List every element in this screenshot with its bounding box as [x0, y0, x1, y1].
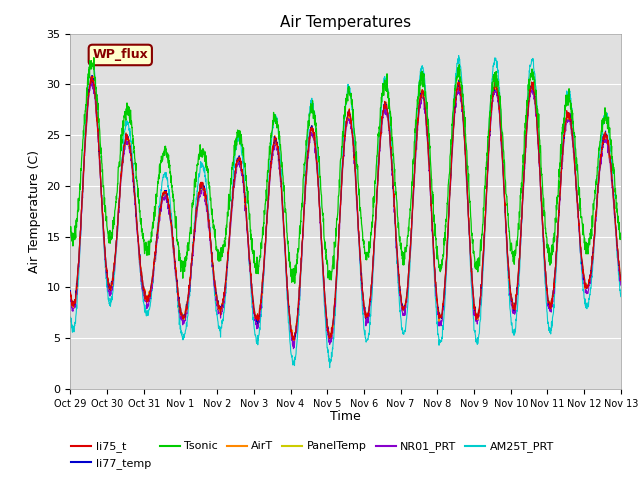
X-axis label: Time: Time — [330, 410, 361, 423]
Legend: li75_t, li77_temp, Tsonic, AirT, PanelTemp, NR01_PRT, AM25T_PRT: li75_t, li77_temp, Tsonic, AirT, PanelTe… — [67, 437, 558, 473]
Title: Air Temperatures: Air Temperatures — [280, 15, 411, 30]
Text: WP_flux: WP_flux — [92, 48, 148, 61]
Y-axis label: Air Temperature (C): Air Temperature (C) — [28, 150, 41, 273]
